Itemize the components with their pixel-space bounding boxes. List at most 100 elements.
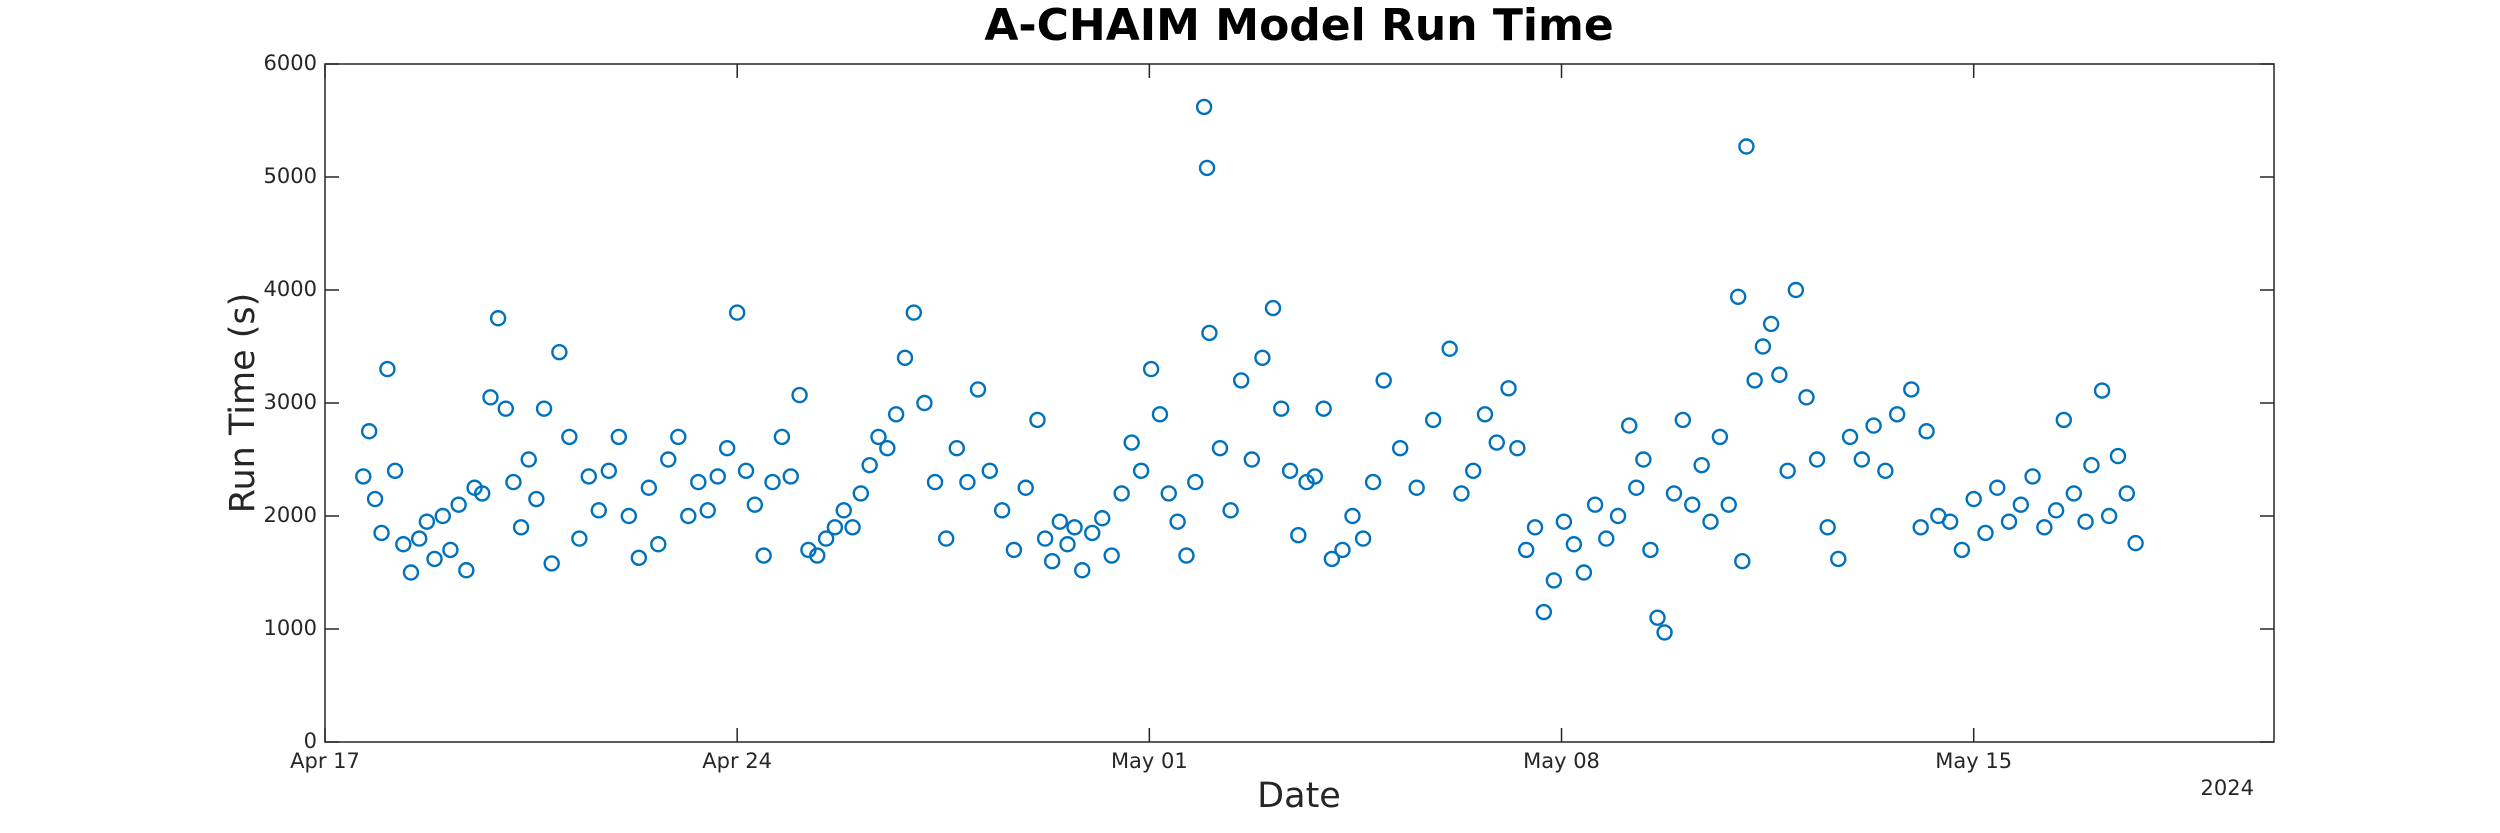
data-point (916, 394, 933, 412)
data-point (379, 360, 396, 378)
data-point (571, 530, 588, 547)
data-point (1453, 485, 1470, 502)
data-point (1684, 496, 1701, 513)
data-point (1635, 451, 1652, 468)
data-point (755, 547, 772, 564)
data-point (1084, 524, 1101, 542)
y-tick-label: 2000 (264, 503, 317, 527)
data-point (1841, 428, 1859, 446)
data-point (1441, 340, 1458, 357)
data-point (580, 468, 597, 485)
data-point (1465, 462, 1482, 479)
data-point (1195, 98, 1213, 116)
data-point (2036, 519, 2053, 536)
data-point (1771, 366, 1788, 383)
data-point (1598, 530, 1615, 547)
data-point (1344, 507, 1361, 525)
data-point (1575, 564, 1593, 581)
data-point (620, 507, 638, 525)
data-point (1665, 485, 1683, 502)
data-point (1029, 411, 1046, 429)
data-point (418, 513, 436, 530)
data-point (1888, 406, 1906, 423)
data-point (1555, 513, 1573, 530)
data-point (1169, 513, 1186, 530)
data-point (2055, 411, 2072, 429)
data-point (1424, 411, 1442, 429)
data-point (993, 502, 1011, 519)
y-tick-label: 5000 (264, 164, 317, 188)
data-point (426, 550, 443, 568)
data-point (434, 507, 451, 525)
data-point (680, 507, 697, 525)
data-point (1989, 479, 2006, 496)
data-point (2083, 456, 2100, 474)
x-axis-year-label: 2024 (2201, 776, 2254, 800)
data-point (905, 304, 923, 321)
data-point (737, 462, 755, 479)
data-point (1526, 519, 1544, 536)
data-point (520, 451, 537, 468)
y-tick-label: 6000 (264, 51, 317, 75)
data-point (402, 564, 420, 581)
data-point (1408, 479, 1425, 496)
data-point (1233, 372, 1250, 389)
data-point (844, 519, 861, 536)
data-point (2065, 485, 2083, 502)
data-point (1187, 473, 1204, 491)
data-point (1043, 553, 1061, 570)
data-point (1017, 479, 1034, 496)
data-point (512, 519, 530, 536)
data-point (373, 524, 390, 542)
data-point (1702, 513, 1719, 530)
data-point (861, 456, 878, 474)
data-point (590, 502, 608, 519)
data-point (1953, 541, 1971, 559)
data-point (1586, 496, 1604, 513)
data-point (1977, 524, 1994, 542)
data-point (1649, 609, 1666, 626)
data-point (926, 473, 944, 491)
data-point (1476, 406, 1494, 423)
data-point (1535, 603, 1553, 621)
x-tick-label: May 15 (1935, 749, 2012, 773)
data-point (1830, 550, 1847, 568)
data-point (773, 428, 791, 446)
data-point (1142, 360, 1160, 378)
data-point (411, 530, 428, 547)
data-point (1323, 550, 1341, 568)
data-point (395, 536, 412, 553)
data-point (458, 562, 475, 579)
data-point (1853, 451, 1871, 468)
plot-frame (324, 63, 2275, 743)
data-point (1729, 288, 1747, 305)
data-point (1211, 440, 1229, 457)
data-point (1628, 479, 1645, 496)
data-point (938, 530, 955, 547)
data-point (1912, 519, 1929, 536)
data-point (959, 473, 976, 491)
data-point (1500, 380, 1517, 397)
data-point (1941, 513, 1959, 530)
data-point (852, 485, 870, 502)
data-point (2118, 485, 2135, 502)
data-point (482, 389, 499, 406)
data-point (670, 428, 687, 446)
data-point (1222, 502, 1239, 519)
data-point (879, 440, 896, 457)
data-point (1132, 462, 1150, 479)
data-point (1734, 553, 1751, 570)
data-point (709, 468, 726, 485)
data-point (1746, 372, 1763, 389)
data-point (1264, 299, 1282, 317)
data-point (1720, 496, 1737, 513)
data-point (1565, 536, 1583, 553)
data-point (366, 490, 384, 508)
data-point (1281, 462, 1299, 479)
data-point (1094, 510, 1111, 527)
data-point (1160, 485, 1177, 502)
data-point (981, 462, 998, 479)
data-point (1306, 468, 1324, 485)
